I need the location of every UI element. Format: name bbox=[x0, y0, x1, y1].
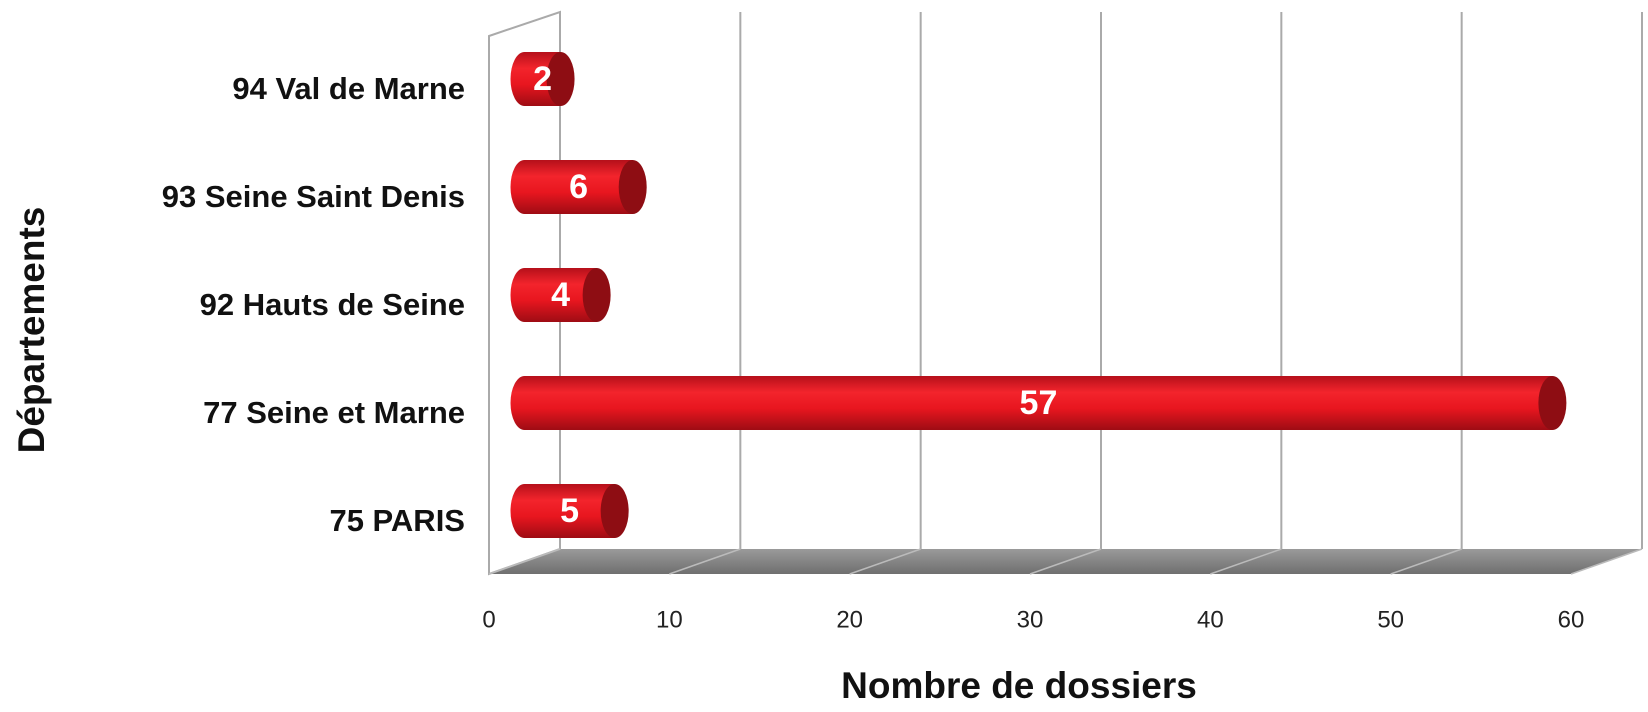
y-tick-label: 92 Hauts de Seine bbox=[200, 287, 465, 322]
x-tick-label: 60 bbox=[1558, 606, 1585, 633]
floor-grid-line bbox=[488, 548, 561, 575]
floor-grid-line bbox=[1390, 548, 1462, 575]
y-tick-label: 75 PARIS bbox=[329, 503, 465, 538]
y-tick-label: 77 Seine et Marne bbox=[203, 395, 465, 430]
y-axis-title: Départements bbox=[11, 207, 52, 454]
bar bbox=[510, 376, 1567, 430]
data-label: 4 bbox=[551, 276, 570, 314]
x-tick-label: 10 bbox=[656, 606, 683, 633]
bar bbox=[510, 268, 611, 322]
y-tick-label: 94 Val de Marne bbox=[232, 71, 465, 106]
bar-body bbox=[510, 52, 561, 106]
data-label: 6 bbox=[569, 168, 588, 206]
bar-cap bbox=[600, 484, 629, 538]
x-tick-label: 20 bbox=[836, 606, 863, 633]
x-tick-label: 30 bbox=[1017, 606, 1044, 633]
bar-cap bbox=[1538, 376, 1567, 430]
bar-cap bbox=[546, 52, 575, 106]
data-label: 5 bbox=[560, 492, 579, 530]
data-label: 57 bbox=[1020, 384, 1058, 422]
floor-grid-line bbox=[669, 548, 741, 575]
x-tick-label: 50 bbox=[1377, 606, 1404, 633]
x-axis-title: Nombre de dossiers bbox=[841, 665, 1197, 706]
data-label: 2 bbox=[533, 60, 552, 98]
y-tick-label: 93 Seine Saint Denis bbox=[162, 179, 465, 214]
floor-grid-line bbox=[1210, 548, 1282, 575]
bar-body bbox=[510, 484, 615, 538]
floor-grid-line bbox=[1029, 548, 1102, 575]
floor-grid-line bbox=[849, 548, 921, 575]
bar-body bbox=[510, 268, 597, 322]
bar-cap bbox=[618, 160, 647, 214]
bar-body bbox=[510, 160, 633, 214]
x-tick-label: 40 bbox=[1197, 606, 1224, 633]
bar-body bbox=[510, 376, 1553, 430]
bar bbox=[510, 52, 575, 106]
bar-cap bbox=[582, 268, 611, 322]
bar bbox=[510, 160, 647, 214]
bar bbox=[510, 484, 629, 538]
floor-grid-line bbox=[1570, 548, 1643, 575]
x-tick-label: 0 bbox=[482, 606, 495, 633]
